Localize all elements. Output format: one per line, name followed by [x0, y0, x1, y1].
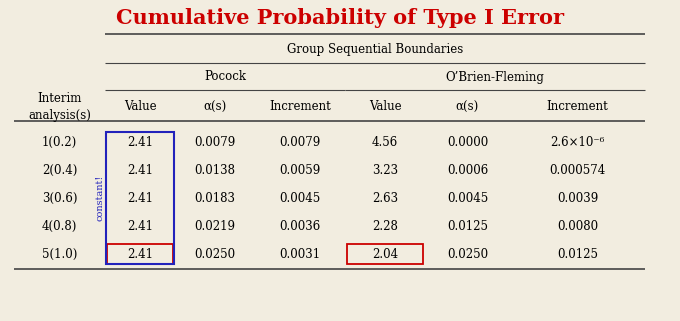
Text: Value: Value: [369, 100, 401, 114]
Text: Value: Value: [124, 100, 156, 114]
Text: 2.63: 2.63: [372, 192, 398, 204]
Text: O’Brien-Fleming: O’Brien-Fleming: [445, 71, 545, 83]
Text: 2.04: 2.04: [372, 247, 398, 261]
Text: 0.0045: 0.0045: [279, 192, 321, 204]
Text: 0.0183: 0.0183: [194, 192, 235, 204]
Text: 5(1.0): 5(1.0): [41, 247, 78, 261]
Text: 4(0.8): 4(0.8): [41, 220, 78, 232]
Text: constant!: constant!: [95, 175, 105, 221]
Text: 3(0.6): 3(0.6): [41, 192, 78, 204]
Text: 0.0125: 0.0125: [447, 220, 488, 232]
Text: Pocock: Pocock: [204, 71, 246, 83]
Text: Interim
analysis(s): Interim analysis(s): [28, 92, 91, 122]
Text: Increment: Increment: [547, 100, 609, 114]
Text: 0.0250: 0.0250: [447, 247, 488, 261]
Text: 0.0250: 0.0250: [194, 247, 235, 261]
Text: 2.41: 2.41: [127, 192, 153, 204]
Text: 0.0079: 0.0079: [194, 135, 236, 149]
Text: 0.0031: 0.0031: [279, 247, 320, 261]
Text: 2.6×10⁻⁶: 2.6×10⁻⁶: [550, 135, 605, 149]
Text: Cumulative Probability of Type I Error: Cumulative Probability of Type I Error: [116, 8, 564, 28]
Text: 2.41: 2.41: [127, 135, 153, 149]
Text: 2.28: 2.28: [372, 220, 398, 232]
Text: 0.0000: 0.0000: [447, 135, 488, 149]
Text: 0.0079: 0.0079: [279, 135, 321, 149]
Text: 0.0059: 0.0059: [279, 163, 321, 177]
Text: 2.41: 2.41: [127, 220, 153, 232]
Text: 4.56: 4.56: [372, 135, 398, 149]
Text: 0.0039: 0.0039: [557, 192, 598, 204]
Text: Group Sequential Boundaries: Group Sequential Boundaries: [287, 44, 463, 56]
Text: 0.0006: 0.0006: [447, 163, 488, 177]
Text: 0.0219: 0.0219: [194, 220, 235, 232]
Text: 0.000574: 0.000574: [549, 163, 606, 177]
Text: α(s): α(s): [203, 100, 226, 114]
Text: Increment: Increment: [269, 100, 331, 114]
Text: 0.0045: 0.0045: [447, 192, 488, 204]
Text: 0.0125: 0.0125: [557, 247, 598, 261]
Text: 3.23: 3.23: [372, 163, 398, 177]
Text: 1(0.2): 1(0.2): [42, 135, 77, 149]
Text: 2.41: 2.41: [127, 247, 153, 261]
Text: 0.0080: 0.0080: [557, 220, 598, 232]
Text: 2.41: 2.41: [127, 163, 153, 177]
Text: 2(0.4): 2(0.4): [41, 163, 78, 177]
Text: 0.0036: 0.0036: [279, 220, 321, 232]
Text: α(s): α(s): [456, 100, 479, 114]
Text: 0.0138: 0.0138: [194, 163, 235, 177]
